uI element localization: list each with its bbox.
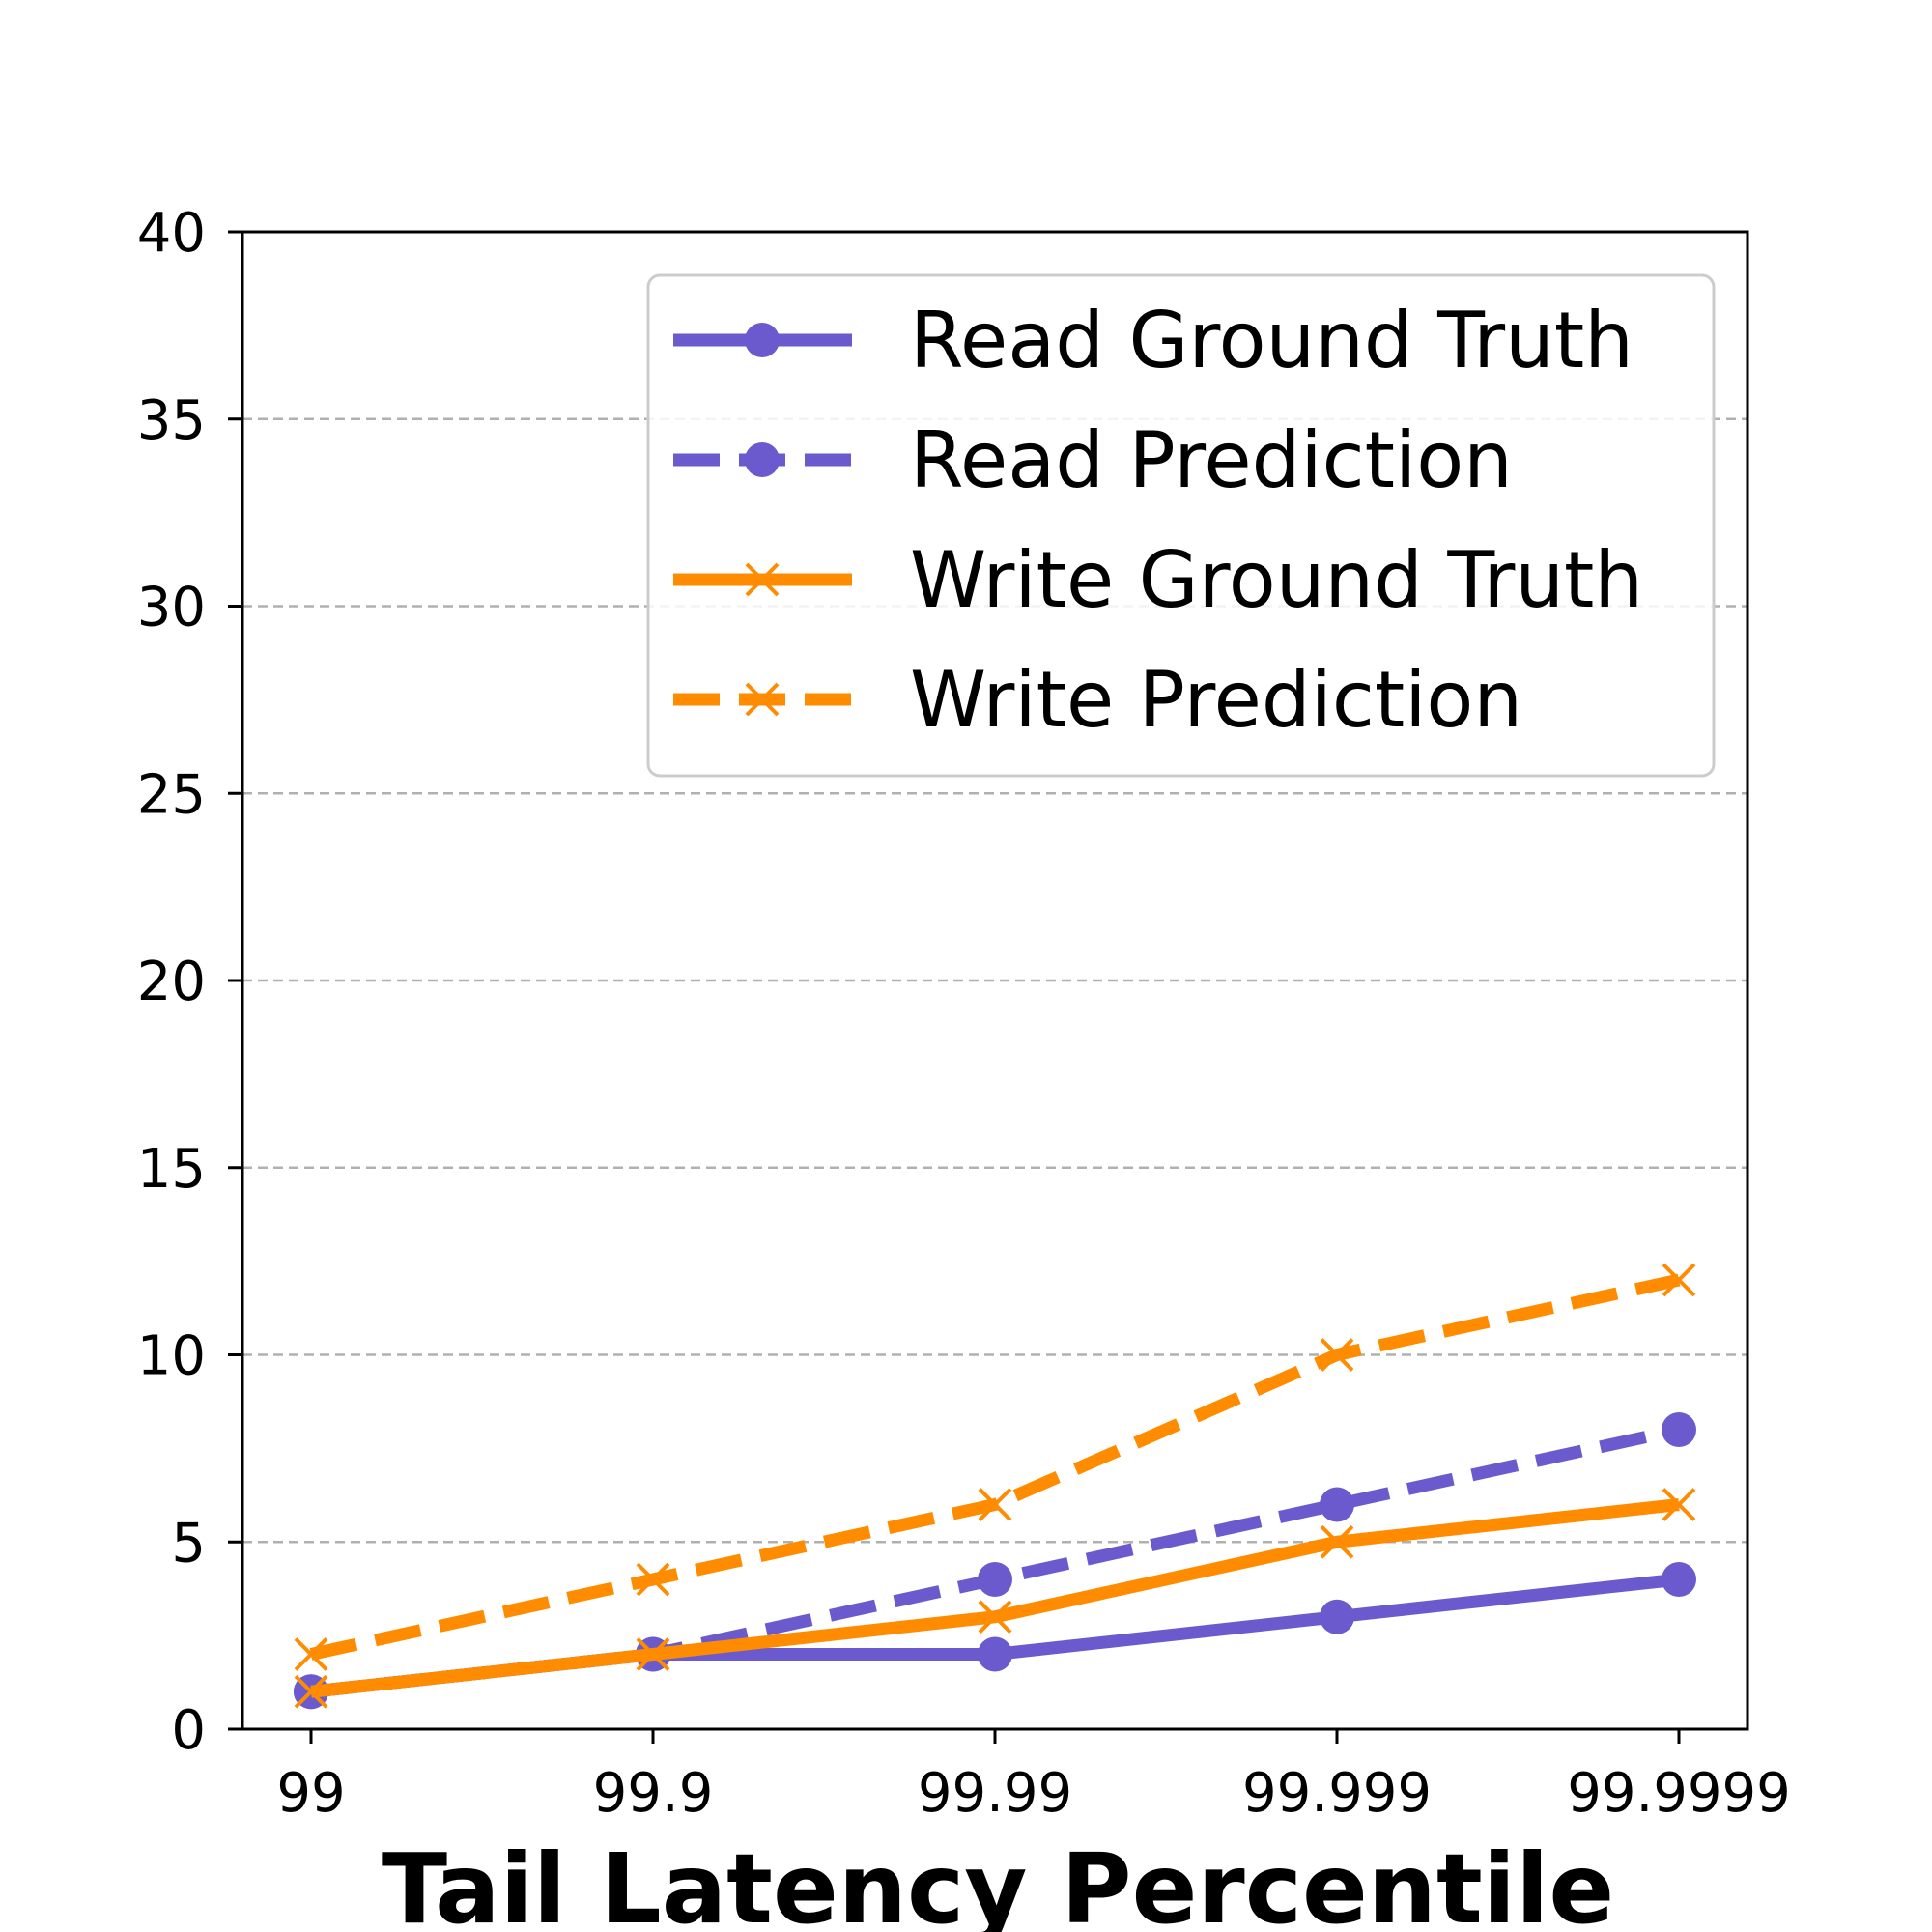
marker-x-stroke [745,682,780,717]
data-point [636,1562,670,1597]
x-tick-label: 99 [276,1762,345,1825]
legend-box [646,273,1716,778]
data-point [294,1674,328,1709]
marker-x-stroke [636,1637,670,1671]
data-point [1662,1488,1696,1521]
data-point [1662,1412,1696,1447]
marker-x-stroke [294,1674,328,1709]
legend: Read Ground Truth Read Prediction Write Gr… [646,273,1716,778]
data-point [978,1600,1012,1634]
x-tick-label: 99.9999 [1567,1762,1791,1825]
marker-x-stroke [1662,1488,1696,1521]
data-point [294,1637,328,1671]
legend-label: Read Ground Truth [910,296,1634,385]
marker-x-stroke [294,1637,328,1671]
marker-x-stroke [1320,1338,1354,1372]
y-tick-label: 30 [137,577,206,639]
data-point [978,1636,1012,1672]
marker-x-stroke [636,1562,670,1597]
legend-label: Write Ground Truth [910,535,1643,625]
axes: 0 5 10 15 20 25 30 35 40 99 99.9 99.99 99.999 99.9999 [137,202,1791,1825]
legend-item: Write Prediction [673,655,1522,745]
data-point [1320,1599,1354,1634]
legend-marker [745,562,780,597]
y-tick-label: 35 [137,389,206,452]
data-point [1662,1562,1696,1597]
legend-item: Read Ground Truth [673,296,1634,385]
y-tick-label: 10 [137,1325,206,1388]
legend-marker [745,323,780,357]
legend-marker [745,442,780,477]
x-tick-label: 99.999 [1242,1762,1432,1825]
legend-label: Write Prediction [910,655,1522,745]
x-axis-label: Tail Latency Percentile [382,1833,1614,1932]
legend-item: Write Ground Truth [673,535,1643,625]
y-tick-label: 20 [137,951,206,1013]
y-tick-label: 5 [171,1512,206,1575]
data-point [1320,1338,1354,1372]
legend-item: Read Prediction [673,415,1513,505]
marker-x-stroke [978,1600,1012,1634]
y-tick-label: 40 [137,202,206,265]
data-point [1320,1524,1354,1559]
x-tick-label: 99.9 [593,1762,714,1825]
y-tick-label: 0 [171,1699,206,1762]
marker-x-stroke [1320,1524,1354,1559]
y-tick-label: 25 [137,763,206,826]
legend-marker [745,682,780,717]
series-layer [294,1263,1696,1710]
y-tick-label: 15 [137,1138,206,1201]
data-point [978,1488,1012,1521]
series-write-ground-truth [294,1488,1696,1709]
data-point [978,1562,1012,1597]
legend-label: Read Prediction [910,415,1513,505]
marker-x-stroke [978,1488,1012,1521]
data-point [636,1637,670,1671]
marker-x-stroke [745,562,780,597]
marker-x-stroke [1662,1263,1696,1297]
x-tick-label: 99.99 [918,1762,1072,1825]
data-point [1662,1263,1696,1297]
data-point [1320,1487,1354,1522]
series-write-prediction [294,1263,1696,1671]
